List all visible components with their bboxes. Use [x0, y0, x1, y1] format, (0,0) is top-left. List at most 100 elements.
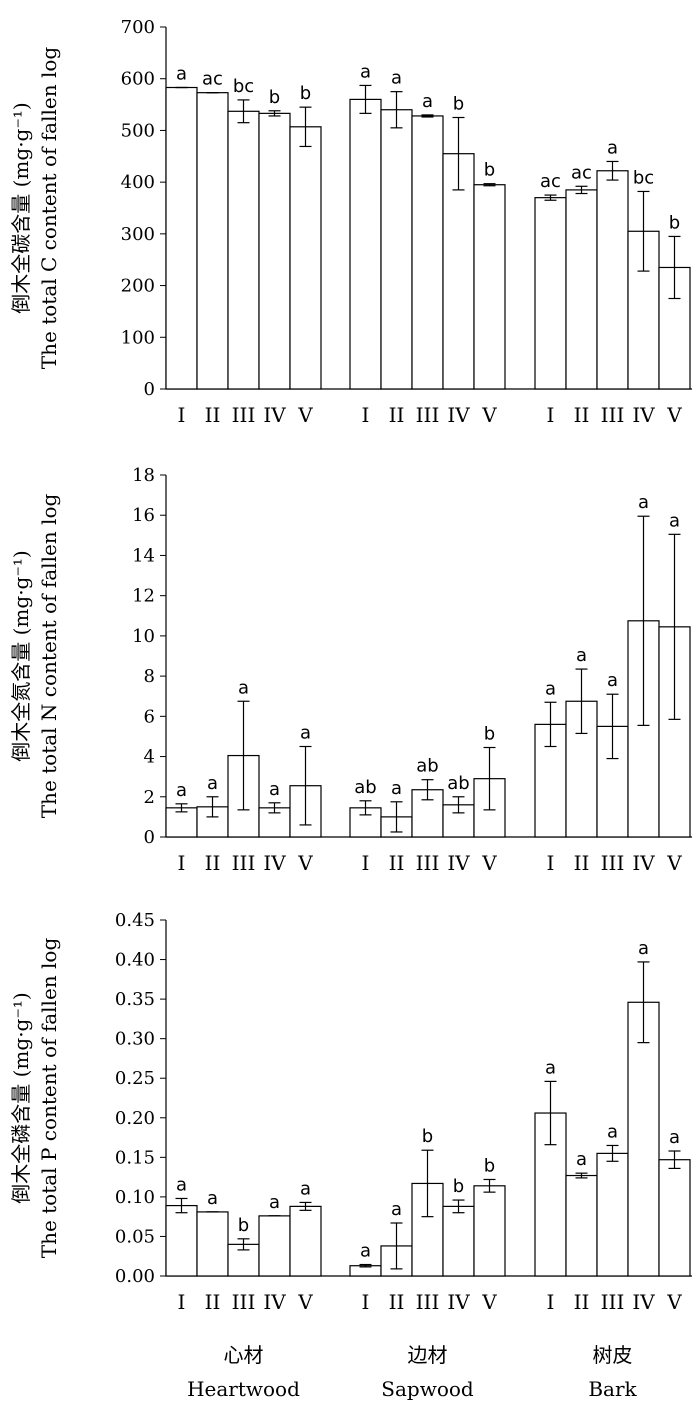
significance-letter: a: [545, 1057, 556, 1078]
significance-letter: b: [300, 83, 311, 104]
group-label-en: Bark: [588, 1377, 637, 1401]
bar: [565, 1174, 598, 1277]
bar: [596, 170, 629, 390]
significance-letter: a: [207, 773, 218, 794]
x-tick-label: II: [205, 1290, 221, 1314]
y-tick-label: 6: [144, 706, 155, 727]
chart-panel-1: 0 100 200 300 400 500 600 700 倒木全碳含量 (mg·g⁻¹) The…: [9, 17, 692, 427]
y-tick-label: 300: [121, 224, 155, 245]
group-label-cn: 边材: [408, 1343, 448, 1367]
x-tick-label: I: [178, 403, 186, 427]
x-tick-label: IV: [263, 1290, 286, 1314]
y-tick-label: 0.40: [115, 950, 155, 971]
significance-letter: a: [238, 677, 249, 698]
significance-letter: ac: [571, 162, 592, 183]
x-tick-label: II: [574, 851, 590, 875]
x-tick-label: V: [297, 1290, 313, 1314]
significance-letter: a: [269, 779, 280, 800]
bar: [165, 1204, 198, 1277]
significance-letter: b: [269, 87, 280, 108]
y-tick-label: 0.30: [115, 1029, 155, 1050]
significance-letter: a: [360, 61, 371, 82]
group-label-en: Heartwood: [187, 1377, 300, 1401]
y-tick-label: 8: [144, 666, 155, 687]
x-tick-label: IV: [632, 1290, 655, 1314]
significance-letter: a: [207, 1188, 218, 1209]
x-tick-label: I: [362, 851, 370, 875]
bar: [473, 184, 506, 390]
y-tick-label: 500: [121, 120, 155, 141]
significance-letter: b: [484, 160, 495, 181]
significance-letter: ab: [354, 777, 376, 798]
significance-letter: a: [391, 1199, 402, 1220]
x-tick-label: IV: [263, 403, 286, 427]
y-tick-label: 18: [132, 465, 155, 486]
x-tick-label: II: [574, 1290, 590, 1314]
x-tick-label: III: [601, 851, 625, 875]
significance-letter: bc: [633, 167, 654, 188]
significance-letter: a: [638, 938, 649, 959]
significance-letter: a: [669, 1127, 680, 1148]
x-tick-label: I: [178, 851, 186, 875]
y-axis-title-en: The total C content of fallen log: [37, 47, 61, 370]
x-tick-label: IV: [632, 403, 655, 427]
chart-panel-2: 0 2 4 6 8 10 12 14 16 18 倒木全氮含量 (mg·g⁻¹) The total …: [9, 465, 692, 875]
significance-letter: b: [453, 1176, 464, 1197]
y-tick-label: 16: [132, 505, 155, 526]
y-tick-label: 4: [144, 747, 155, 768]
y-tick-label: 0: [144, 379, 155, 400]
bar: [349, 98, 382, 390]
y-tick-label: 100: [121, 327, 155, 348]
significance-letter: a: [669, 510, 680, 531]
y-axis-title-cn: 倒木全氮含量 (mg·g⁻¹): [9, 550, 33, 761]
significance-letter: a: [422, 91, 433, 112]
significance-letter: b: [238, 1215, 249, 1236]
bar: [196, 1211, 229, 1277]
y-tick-label: 12: [132, 586, 155, 607]
y-tick-label: 0.05: [115, 1226, 155, 1247]
y-tick-label: 600: [121, 69, 155, 90]
x-tick-label: V: [666, 403, 682, 427]
x-tick-label: IV: [632, 851, 655, 875]
bar: [196, 92, 229, 390]
significance-letter: a: [176, 1174, 187, 1195]
significance-letter: a: [176, 780, 187, 801]
y-tick-label: 14: [132, 545, 155, 566]
significance-letter: b: [453, 94, 464, 115]
significance-letter: a: [576, 1149, 587, 1170]
x-tick-label: II: [389, 403, 405, 427]
bar: [165, 86, 198, 390]
significance-letter: a: [607, 1121, 618, 1142]
x-tick-label: II: [205, 403, 221, 427]
y-tick-label: 0.15: [115, 1147, 155, 1168]
group-label-en: Sapwood: [381, 1377, 474, 1401]
bar: [565, 189, 598, 390]
significance-letter: a: [638, 492, 649, 513]
bar: [411, 115, 444, 390]
x-tick-label: IV: [263, 851, 286, 875]
y-tick-label: 0.20: [115, 1108, 155, 1129]
significance-letter: bc: [233, 76, 254, 97]
x-tick-label: III: [232, 1290, 256, 1314]
significance-letter: ac: [540, 171, 561, 192]
bar: [442, 1205, 475, 1277]
x-tick-label: I: [178, 1290, 186, 1314]
bar: [289, 126, 322, 390]
bar: [534, 197, 567, 390]
x-tick-label: III: [416, 851, 440, 875]
bar: [658, 1159, 691, 1277]
bar: [289, 1205, 322, 1277]
y-axis-title-cn: 倒木全磷含量 (mg·g⁻¹): [9, 992, 33, 1203]
x-tick-label: V: [481, 403, 497, 427]
y-tick-label: 700: [121, 17, 155, 38]
significance-letter: a: [176, 64, 187, 85]
x-tick-label: IV: [447, 1290, 470, 1314]
y-axis-title-en: The total N content of fallen log: [37, 494, 61, 819]
significance-letter: a: [607, 137, 618, 158]
significance-letter: a: [545, 678, 556, 699]
bar: [380, 109, 413, 390]
group-label-cn: 树皮: [593, 1343, 633, 1367]
x-tick-label: III: [232, 851, 256, 875]
y-tick-label: 0.25: [115, 1068, 155, 1089]
significance-letter: a: [300, 723, 311, 744]
